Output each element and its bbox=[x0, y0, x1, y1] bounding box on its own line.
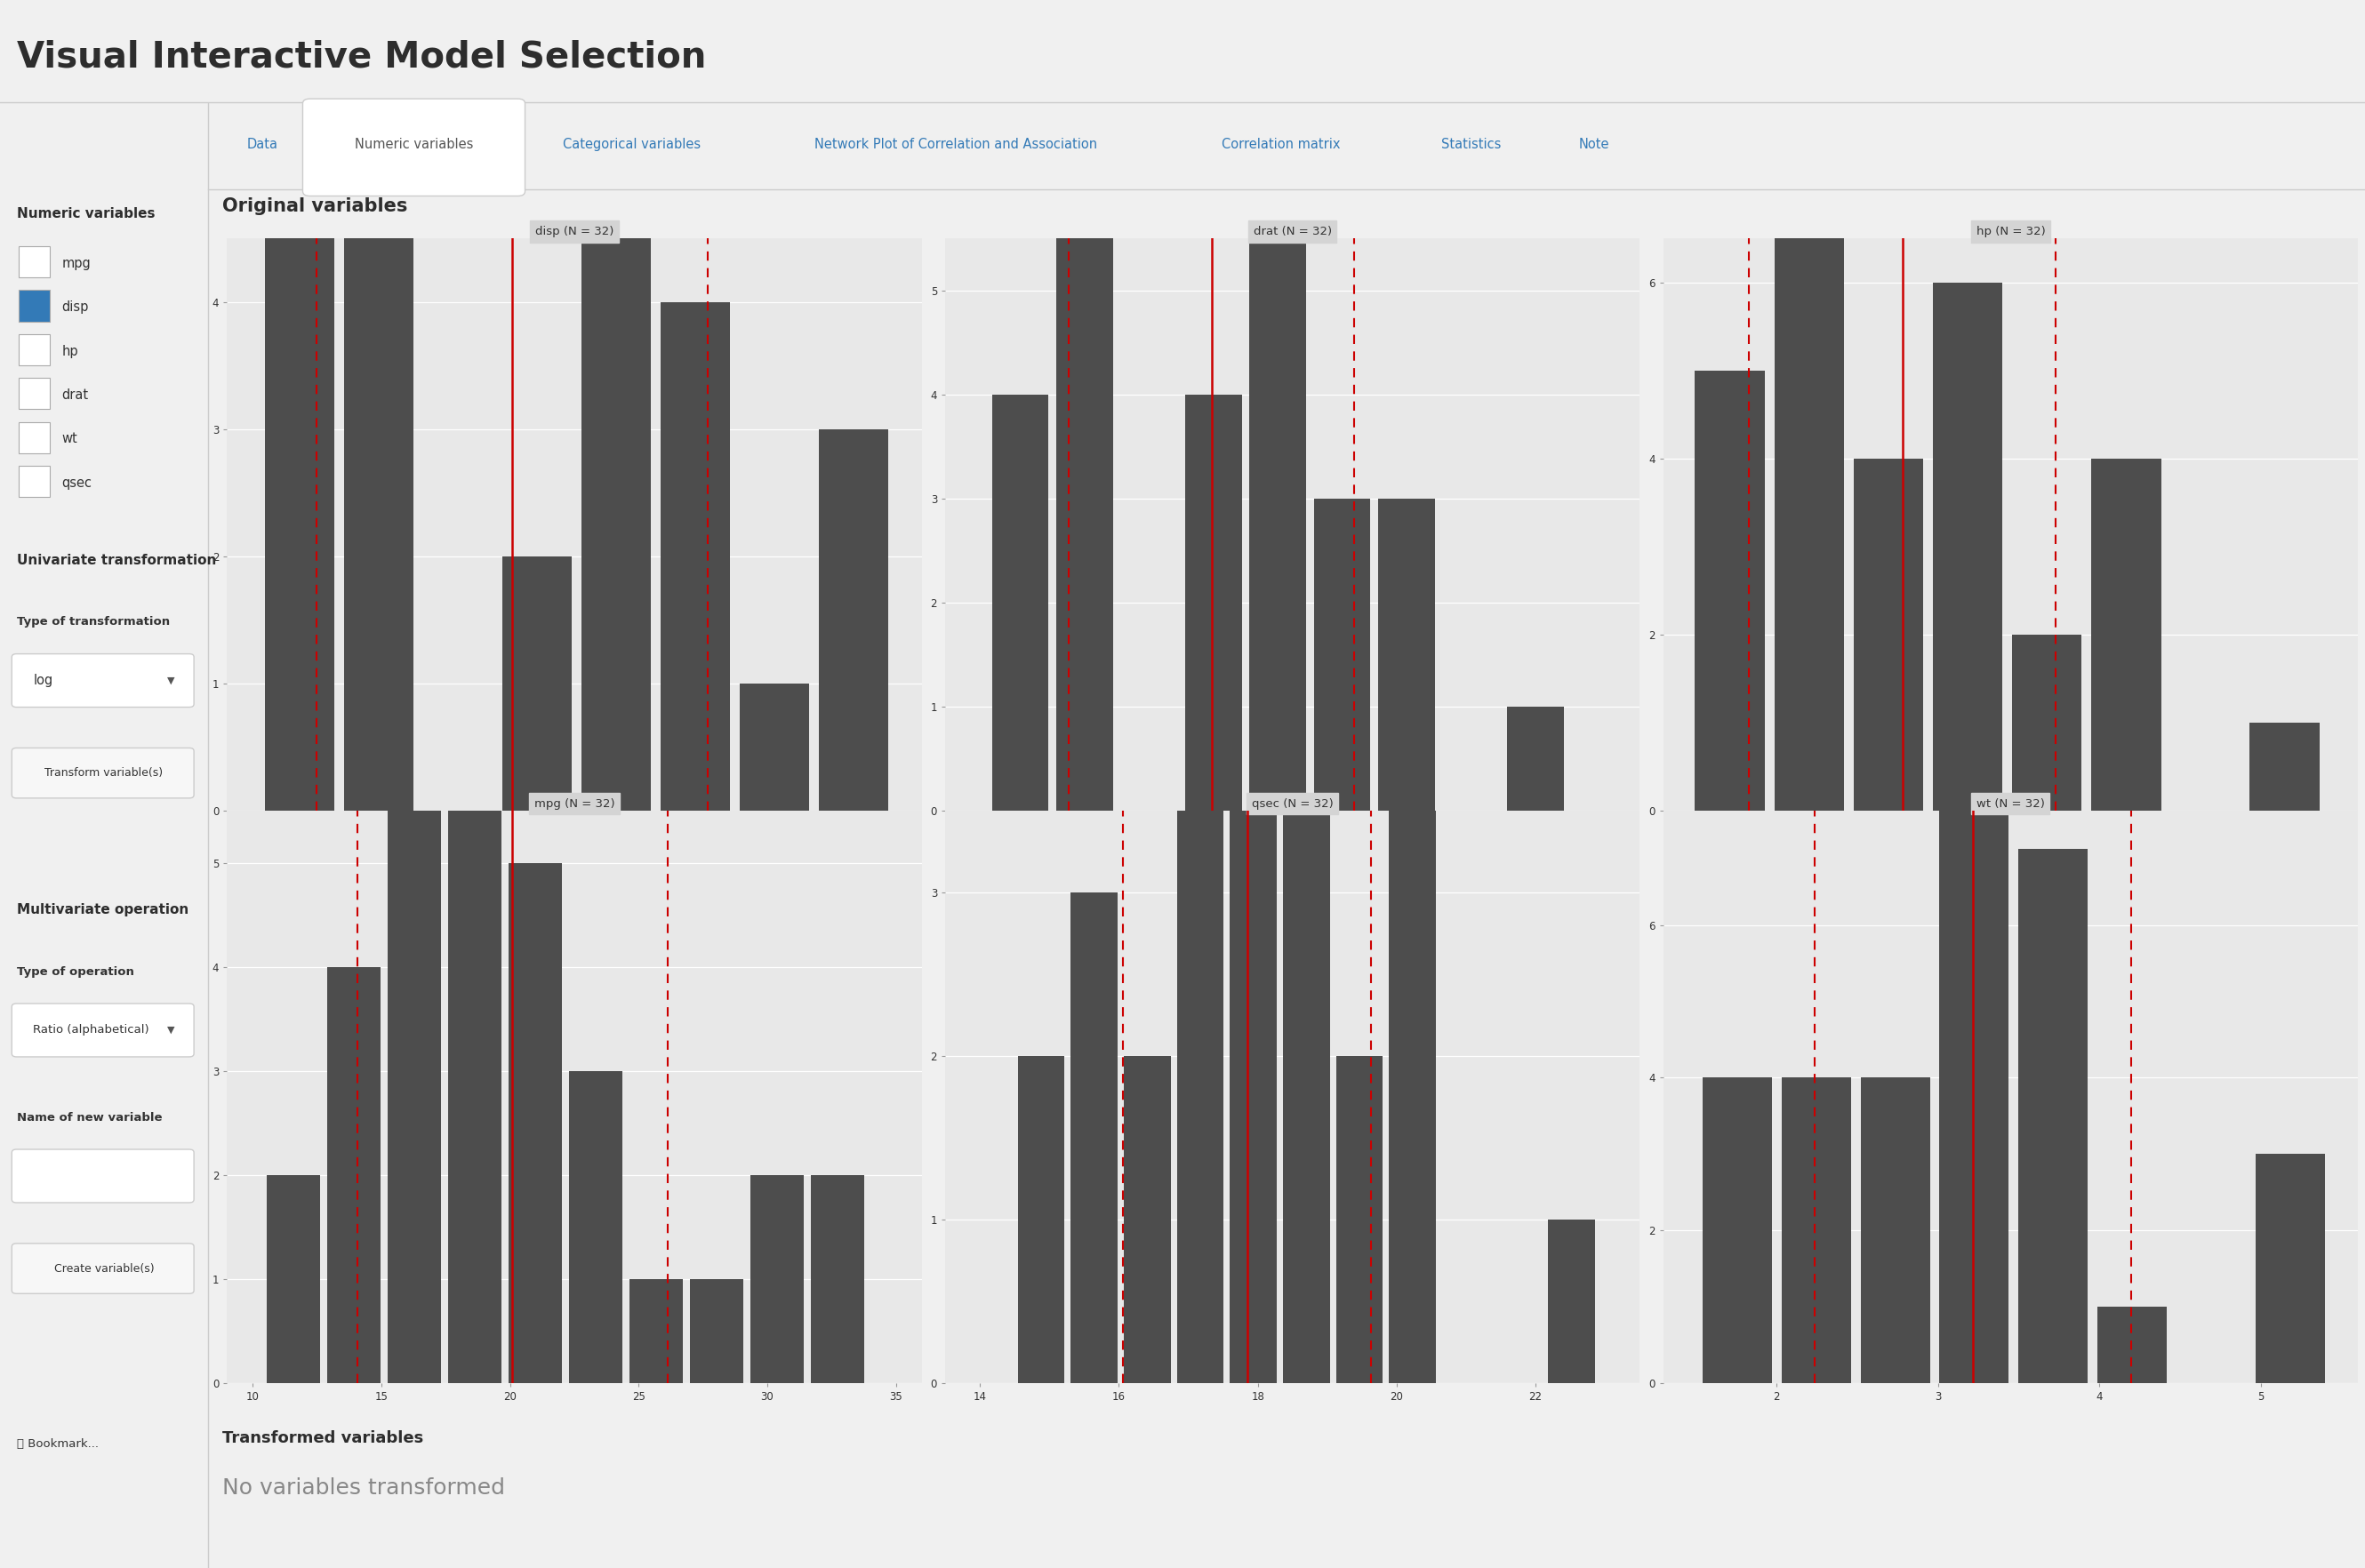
Title: wt (N = 32): wt (N = 32) bbox=[1977, 798, 2046, 809]
Bar bbox=[1071, 892, 1119, 1383]
Text: ▼: ▼ bbox=[168, 676, 175, 685]
Text: log: log bbox=[33, 674, 52, 687]
Bar bbox=[1230, 566, 1277, 1383]
Text: Univariate transformation: Univariate transformation bbox=[17, 554, 215, 568]
Text: Network Plot of Correlation and Association: Network Plot of Correlation and Associat… bbox=[814, 138, 1097, 151]
Bar bbox=[1549, 1220, 1594, 1383]
Bar bbox=[345, 0, 414, 811]
Title: disp (N = 32): disp (N = 32) bbox=[534, 226, 613, 237]
Bar bbox=[1854, 458, 1923, 811]
FancyBboxPatch shape bbox=[12, 748, 194, 798]
Bar bbox=[265, 0, 336, 811]
Bar bbox=[1861, 1077, 1930, 1383]
Text: Categorical variables: Categorical variables bbox=[563, 138, 700, 151]
Bar bbox=[1507, 707, 1563, 811]
Text: Name of new variable: Name of new variable bbox=[17, 1112, 161, 1123]
Text: Original variables: Original variables bbox=[222, 198, 407, 215]
Text: Numeric variables: Numeric variables bbox=[355, 138, 473, 151]
Bar bbox=[1336, 1055, 1384, 1383]
Bar bbox=[19, 246, 50, 278]
Bar bbox=[1932, 282, 2003, 811]
Text: wt: wt bbox=[61, 433, 78, 445]
Bar bbox=[811, 1174, 863, 1383]
Bar bbox=[1057, 0, 1114, 811]
Text: Type of operation: Type of operation bbox=[17, 966, 135, 977]
Text: disp: disp bbox=[61, 301, 88, 314]
Text: Create variable(s): Create variable(s) bbox=[54, 1262, 154, 1275]
Bar bbox=[508, 862, 561, 1383]
Bar bbox=[1315, 499, 1372, 811]
Text: hp: hp bbox=[61, 345, 78, 358]
Title: qsec (N = 32): qsec (N = 32) bbox=[1251, 798, 1334, 809]
Title: drat (N = 32): drat (N = 32) bbox=[1253, 226, 1331, 237]
Bar bbox=[19, 422, 50, 453]
Text: Multivariate operation: Multivariate operation bbox=[17, 903, 189, 917]
Bar bbox=[740, 684, 809, 811]
Text: No variables transformed: No variables transformed bbox=[222, 1477, 506, 1499]
Bar bbox=[388, 759, 440, 1383]
Bar bbox=[2098, 1306, 2166, 1383]
Bar bbox=[19, 290, 50, 321]
Bar bbox=[0, 103, 208, 1568]
Bar bbox=[2256, 1154, 2325, 1383]
FancyBboxPatch shape bbox=[303, 99, 525, 196]
Bar bbox=[267, 1174, 319, 1383]
Text: qsec: qsec bbox=[61, 477, 92, 489]
Bar bbox=[19, 466, 50, 497]
Bar bbox=[19, 378, 50, 409]
Bar bbox=[447, 759, 501, 1383]
FancyBboxPatch shape bbox=[12, 654, 194, 707]
Text: Transformed variables: Transformed variables bbox=[222, 1430, 423, 1446]
Bar bbox=[991, 395, 1048, 811]
Bar bbox=[1178, 75, 1223, 1383]
Bar bbox=[2249, 723, 2320, 811]
Text: 🔗 Bookmark...: 🔗 Bookmark... bbox=[17, 1438, 99, 1449]
Bar bbox=[691, 1279, 743, 1383]
Bar bbox=[660, 303, 731, 811]
FancyBboxPatch shape bbox=[12, 1004, 194, 1057]
Bar bbox=[750, 1174, 804, 1383]
Bar bbox=[1781, 1077, 1852, 1383]
Text: mpg: mpg bbox=[61, 257, 90, 270]
Bar bbox=[2013, 635, 2081, 811]
Bar bbox=[1388, 729, 1436, 1383]
Bar bbox=[1703, 1077, 1771, 1383]
Text: Numeric variables: Numeric variables bbox=[17, 207, 154, 221]
Bar bbox=[501, 557, 572, 811]
Text: Type of transformation: Type of transformation bbox=[17, 616, 170, 627]
FancyBboxPatch shape bbox=[12, 1243, 194, 1294]
Bar bbox=[1939, 696, 2008, 1383]
Text: Ratio (alphabetical): Ratio (alphabetical) bbox=[33, 1024, 149, 1036]
Bar bbox=[1774, 0, 1845, 811]
Bar bbox=[1284, 566, 1329, 1383]
Bar bbox=[1379, 499, 1436, 811]
Text: Correlation matrix: Correlation matrix bbox=[1220, 138, 1341, 151]
Bar bbox=[2017, 848, 2088, 1383]
Bar bbox=[1017, 1055, 1064, 1383]
Text: Transform variable(s): Transform variable(s) bbox=[45, 767, 163, 779]
Title: mpg (N = 32): mpg (N = 32) bbox=[534, 798, 615, 809]
Text: Numeric variables: Numeric variables bbox=[355, 138, 473, 151]
Bar bbox=[19, 334, 50, 365]
Bar bbox=[1185, 395, 1242, 811]
Bar bbox=[818, 430, 889, 811]
Bar bbox=[582, 47, 650, 811]
FancyBboxPatch shape bbox=[12, 1149, 194, 1203]
Text: ▼: ▼ bbox=[168, 1025, 175, 1035]
Bar bbox=[1249, 0, 1305, 811]
Bar bbox=[326, 967, 381, 1383]
Text: drat: drat bbox=[61, 389, 88, 401]
Bar bbox=[629, 1279, 683, 1383]
Bar bbox=[1123, 1055, 1171, 1383]
Title: hp (N = 32): hp (N = 32) bbox=[1977, 226, 2046, 237]
Bar bbox=[570, 1071, 622, 1383]
Text: Visual Interactive Model Selection: Visual Interactive Model Selection bbox=[17, 39, 705, 75]
Bar bbox=[2091, 458, 2162, 811]
Text: Note: Note bbox=[1580, 138, 1608, 151]
Text: Statistics: Statistics bbox=[1440, 138, 1502, 151]
Text: Data: Data bbox=[246, 138, 279, 151]
Bar bbox=[1696, 370, 1764, 811]
